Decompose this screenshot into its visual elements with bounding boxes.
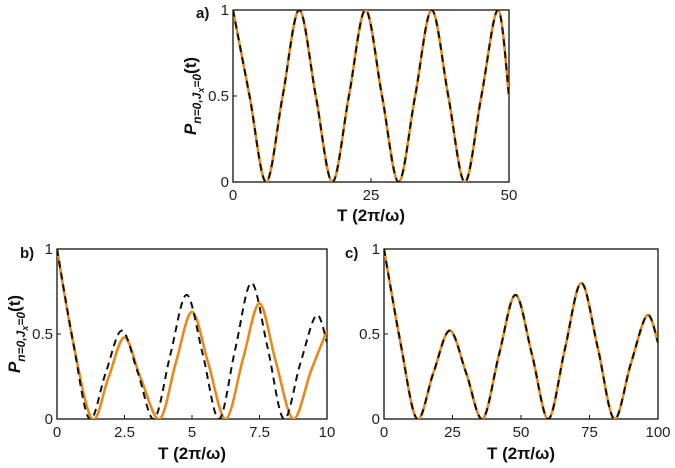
series-dashed-b xyxy=(57,249,327,419)
y-tick-label-c-1: 0.5 xyxy=(359,326,380,343)
panel-label-a: a) xyxy=(196,5,209,22)
x-tick-label-c-3: 75 xyxy=(581,424,598,441)
series-solid-b xyxy=(57,249,327,419)
ylabel-sub-b: n=0,J xyxy=(14,330,28,361)
x-tick-label-c-1: 25 xyxy=(444,424,461,441)
x-tick-label-b-4: 10 xyxy=(319,424,336,441)
panel-b: 0 2.5 5 7.5 10 0 0.5 1 b) T (2π/ω) Pn=0,Jx=0(t) xyxy=(5,241,335,463)
y-tick-label-b-0: 0 xyxy=(45,411,53,428)
y-tick-label-a-2: 1 xyxy=(221,2,229,19)
x-tick-label-b-2: 5 xyxy=(188,424,196,441)
series-dashed-c xyxy=(384,249,658,419)
ylabel-tail-b: (t) xyxy=(5,295,24,312)
ylabel-subx-a: x xyxy=(196,87,206,94)
panel-label-b: b) xyxy=(20,245,34,262)
x-tick-label-b-0: 0 xyxy=(53,424,61,441)
y-axis-label-a: Pn=0,Jx=0(t) xyxy=(181,57,206,135)
series-dashed-a xyxy=(233,10,509,182)
y-tick-label-c-0: 0 xyxy=(372,411,380,428)
ylabel-subend-a: =0 xyxy=(190,74,204,88)
x-axis-label-a: T (2π/ω) xyxy=(337,206,405,225)
y-tick-label-b-1: 0.5 xyxy=(32,326,53,343)
ylabel-main-a: P xyxy=(181,123,200,135)
x-tick-label-c-4: 100 xyxy=(645,424,670,441)
ylabel-sub-a: n=0,J xyxy=(190,92,204,123)
y-tick-label-a-0: 0 xyxy=(221,174,229,191)
x-tick-label-a-1: 25 xyxy=(363,187,380,204)
plot-marks-b: 0 2.5 5 7.5 10 0 0.5 1 xyxy=(32,241,335,441)
panel-a: 0 25 50 0 0.5 1 a) T (2π/ω) Pn=0,Jx=0(t) xyxy=(181,2,517,225)
plot-frame-c xyxy=(383,248,659,420)
plot-frame-b xyxy=(56,248,328,420)
x-tick-label-b-1: 2.5 xyxy=(114,424,135,441)
x-tick-label-a-0: 0 xyxy=(229,187,237,204)
panel-c: 0 25 50 75 100 0 0.5 1 c) T (2π/ω) xyxy=(345,241,671,463)
ylabel-tail-a: (t) xyxy=(181,57,200,74)
ylabel-subx-b: x xyxy=(20,325,30,332)
y-tick-label-b-2: 1 xyxy=(45,241,53,258)
svg-text:Pn=0,Jx=0(t): Pn=0,Jx=0(t) xyxy=(5,295,30,373)
x-tick-label-b-3: 7.5 xyxy=(249,424,270,441)
series-solid-c xyxy=(384,249,658,419)
y-axis-label-b: Pn=0,Jx=0(t) xyxy=(5,295,30,373)
x-axis-label-c: T (2π/ω) xyxy=(487,444,555,463)
plot-marks-c: 0 25 50 75 100 0 0.5 1 xyxy=(359,241,670,441)
series-solid-a xyxy=(233,10,509,182)
x-axis-label-b: T (2π/ω) xyxy=(158,444,226,463)
y-tick-label-c-2: 1 xyxy=(372,241,380,258)
panel-label-c: c) xyxy=(345,245,358,262)
plot-marks-a: 0 25 50 0 0.5 1 xyxy=(208,2,517,204)
y-tick-label-a-1: 0.5 xyxy=(208,88,229,105)
x-tick-label-c-0: 0 xyxy=(380,424,388,441)
ylabel-main-b: P xyxy=(5,361,24,373)
x-tick-label-c-2: 50 xyxy=(513,424,530,441)
ylabel-subend-b: =0 xyxy=(14,312,28,326)
x-tick-label-a-2: 50 xyxy=(501,187,518,204)
svg-text:Pn=0,Jx=0(t): Pn=0,Jx=0(t) xyxy=(181,57,206,135)
